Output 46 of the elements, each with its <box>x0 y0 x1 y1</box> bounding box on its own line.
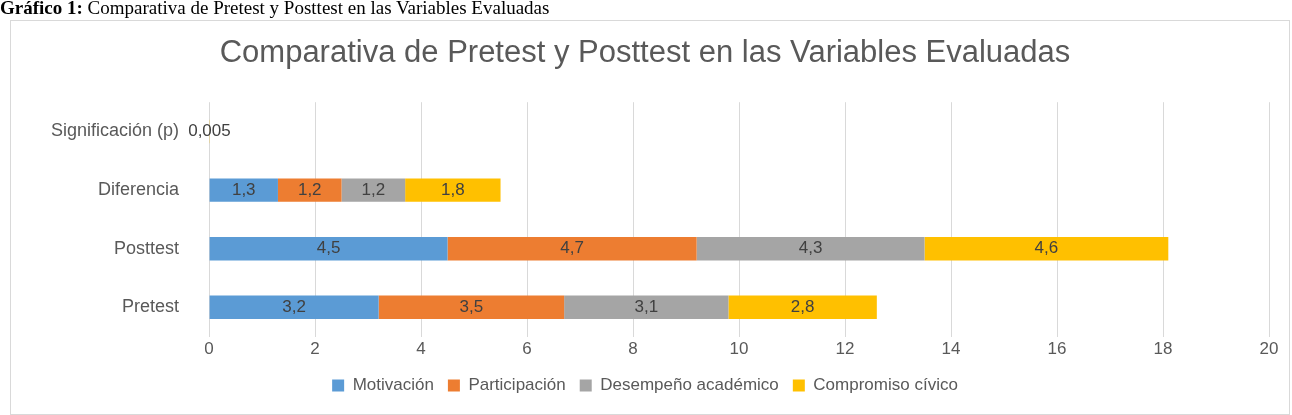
x-tick-label: 0 <box>204 339 214 359</box>
bar <box>924 236 1169 261</box>
bar <box>405 178 501 202</box>
chart-title: Comparativa de Pretest y Posttest en las Variables Evaluadas <box>219 34 1071 70</box>
x-tick-label: 20 <box>1259 339 1279 359</box>
data-label: 4,3 <box>798 238 823 258</box>
data-label: 4,5 <box>316 238 341 258</box>
data-label: 0,005 <box>188 121 231 141</box>
text: Gráfico 1: Comparativa de Pretest y Posttest en las Variables Evaluadas <box>0 0 550 19</box>
x-tick-label: 14 <box>941 339 961 359</box>
bar <box>378 295 565 320</box>
bar <box>209 236 448 261</box>
x-tick-label: 6 <box>522 339 532 359</box>
y-tick-label: Significación (p) <box>50 120 180 141</box>
bar <box>564 295 729 320</box>
legend-label: Desempeño académico <box>600 375 779 395</box>
data-label: 4,6 <box>1034 238 1059 258</box>
bar <box>209 295 379 320</box>
x-tick-label: 16 <box>1047 339 1067 359</box>
data-label: 1,3 <box>231 179 256 199</box>
legend-label: Compromiso cívico <box>813 375 958 395</box>
bar <box>209 178 278 202</box>
data-label: 4,7 <box>560 238 584 258</box>
x-tick-label: 18 <box>1153 339 1173 359</box>
legend-label: Motivación <box>352 375 434 395</box>
y-tick-label: Posttest <box>114 237 180 258</box>
x-tick-label: 12 <box>835 339 855 359</box>
bar <box>447 236 697 261</box>
bar <box>728 295 877 320</box>
y-tick-label: Pretest <box>122 296 180 317</box>
bar <box>696 236 925 261</box>
x-tick-label: 10 <box>729 339 749 359</box>
bar <box>341 178 406 202</box>
data-label: 3,1 <box>634 296 659 316</box>
x-tick-label: 8 <box>628 339 638 359</box>
data-label: 1,2 <box>361 179 386 199</box>
y-tick-label: Diferencia <box>98 179 181 200</box>
data-label: 1,2 <box>297 179 322 199</box>
data-label: 3,5 <box>459 296 484 316</box>
data-label: 3,2 <box>282 296 306 316</box>
x-tick-label: 2 <box>310 339 320 359</box>
data-label: 1,8 <box>441 179 465 199</box>
data-label: 2,8 <box>790 296 815 316</box>
bar <box>277 178 342 202</box>
x-tick-label: 4 <box>416 339 426 359</box>
legend-label: Participación <box>468 375 566 395</box>
